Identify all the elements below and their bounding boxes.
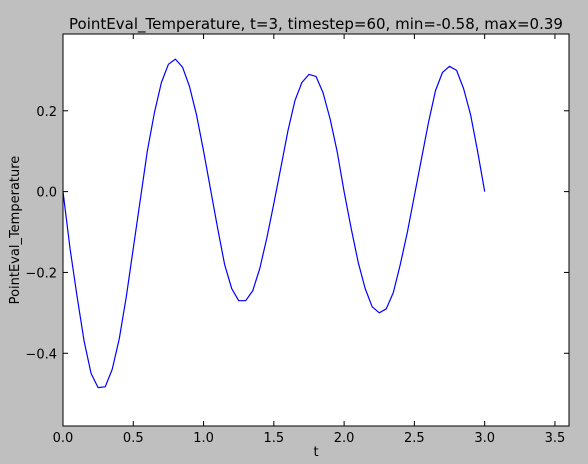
x-tick-label: 2.5 [404, 431, 425, 446]
x-tick-label: 1.0 [193, 431, 214, 446]
plot-frame [62, 33, 570, 427]
plot-area [63, 34, 569, 426]
chart-title: PointEval_Temperature, t=3, timestep=60,… [69, 15, 563, 34]
y-tick-label: −0.4 [25, 347, 57, 362]
y-tick-label: 0.0 [36, 186, 57, 201]
x-tick-label: 2.0 [334, 431, 355, 446]
x-axis-ticks: 0.0 0.5 1.0 1.5 2.0 2.5 3.0 3.5 [53, 34, 566, 446]
x-axis-label: t [313, 445, 318, 460]
x-tick-label: 3.0 [474, 431, 495, 446]
x-tick-label: 0.0 [53, 431, 74, 446]
x-tick-label: 3.5 [545, 431, 566, 446]
x-tick-label: 0.5 [123, 431, 144, 446]
y-axis-ticks: −0.4 −0.2 0.0 0.2 [25, 105, 569, 362]
y-tick-label: −0.2 [25, 266, 57, 281]
series-line [62, 58, 486, 389]
y-axis-label: PointEval_Temperature [8, 156, 23, 305]
x-tick-label: 1.5 [263, 431, 284, 446]
y-tick-label: 0.2 [36, 105, 57, 120]
